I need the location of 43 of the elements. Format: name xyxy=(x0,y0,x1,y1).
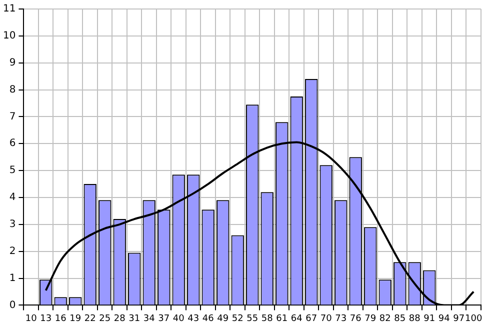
y-tick-label: 2 xyxy=(9,246,16,257)
x-tick-label: 94 xyxy=(438,314,450,324)
x-tick-label: 70 xyxy=(320,314,332,324)
x-tick-label: 46 xyxy=(202,314,214,324)
x-tick-label: 31 xyxy=(128,314,140,324)
x-tick-label: 64 xyxy=(290,314,303,324)
x-tick-label: 49 xyxy=(217,314,229,324)
x-tick-label: 16 xyxy=(54,314,67,324)
y-tick-label: 0 xyxy=(9,300,16,311)
x-tick-label: 40 xyxy=(172,314,185,324)
x-tick-label: 10 xyxy=(25,314,38,324)
x-tick-label: 76 xyxy=(350,314,362,324)
x-tick-label: 100 xyxy=(465,314,482,324)
x-tick-label: 19 xyxy=(70,314,82,324)
x-tick-label: 61 xyxy=(276,314,288,324)
x-tick-label: 55 xyxy=(246,314,258,324)
x-tick-label: 67 xyxy=(306,314,318,324)
x-tick-label: 13 xyxy=(40,314,52,324)
x-tick-label: 52 xyxy=(232,314,244,324)
x-tick-label: 25 xyxy=(99,314,111,324)
x-tick-label: 85 xyxy=(394,314,406,324)
y-tick-label: 6 xyxy=(9,138,16,150)
x-tick-label: 79 xyxy=(364,314,376,324)
y-tick-label: 8 xyxy=(9,84,16,96)
x-tick-label: 37 xyxy=(158,314,170,324)
x-tick-label: 34 xyxy=(143,314,156,324)
x-tick-label: 43 xyxy=(188,314,200,324)
y-tick-label: 1 xyxy=(9,272,16,284)
x-tick-label: 58 xyxy=(261,314,274,324)
x-tick-label: 82 xyxy=(379,314,391,324)
y-tick-label: 7 xyxy=(9,111,16,122)
x-tick-label: 97 xyxy=(453,314,465,324)
x-tick-label: 88 xyxy=(408,314,421,324)
y-tick-label: 10 xyxy=(2,30,16,42)
y-tick-label: 5 xyxy=(9,165,16,176)
x-tick-label: 73 xyxy=(335,314,347,324)
y-tick-label: 11 xyxy=(2,4,16,15)
y-tick-label: 4 xyxy=(9,192,16,204)
x-tick-label: 28 xyxy=(114,314,126,324)
x-tick-label: 22 xyxy=(84,314,96,324)
x-tick-label: 91 xyxy=(424,314,436,324)
y-tick-label: 9 xyxy=(9,57,16,68)
y-tick-label: 3 xyxy=(9,219,16,230)
